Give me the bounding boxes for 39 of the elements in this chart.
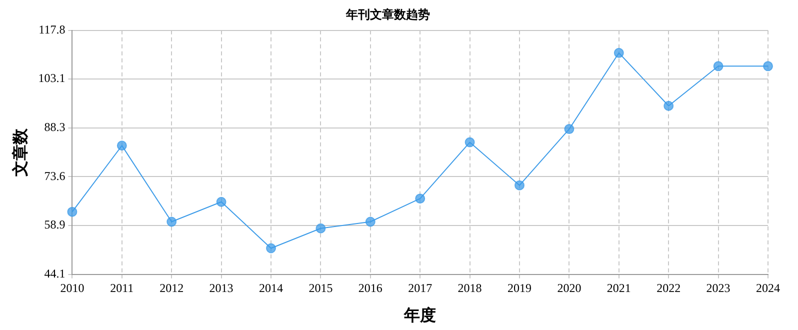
y-tick-label: 117.8 bbox=[38, 22, 66, 37]
point bbox=[564, 124, 574, 134]
y-tick-label: 73.6 bbox=[44, 168, 66, 183]
x-tick-label: 2012 bbox=[160, 280, 184, 295]
x-tick-label: 2014 bbox=[259, 280, 283, 295]
x-tick-label: 2019 bbox=[508, 280, 532, 295]
point bbox=[713, 61, 724, 72]
x-tick-label: 2022 bbox=[656, 280, 681, 295]
point bbox=[464, 137, 475, 148]
y-tick-label: 44.1 bbox=[44, 266, 66, 281]
point bbox=[216, 196, 226, 207]
point bbox=[316, 223, 326, 234]
x-tick-label: 2016 bbox=[358, 280, 382, 295]
x-tick-label: 2021 bbox=[606, 280, 631, 295]
x-tick-label: 2011 bbox=[110, 280, 134, 295]
point bbox=[365, 216, 376, 227]
y-tick-label: 88.3 bbox=[44, 120, 66, 134]
x-tick-label: 2023 bbox=[706, 280, 730, 295]
chart-title: 年刊文章数趋势 bbox=[345, 7, 430, 22]
y-tick-label: 103.1 bbox=[38, 71, 66, 86]
y-tick-label: 58.9 bbox=[44, 218, 66, 232]
point bbox=[514, 180, 524, 190]
point bbox=[166, 216, 177, 227]
x-tick-label: 2024 bbox=[756, 280, 780, 295]
x-tick-label: 2013 bbox=[209, 280, 234, 295]
x-axis-title: 年度 bbox=[403, 306, 436, 325]
x-tick-label: 2015 bbox=[308, 280, 333, 295]
y-axis-title: 文章数 bbox=[12, 127, 30, 178]
x-tick-label: 2010 bbox=[60, 280, 84, 295]
point bbox=[116, 140, 127, 151]
point bbox=[67, 206, 78, 217]
point bbox=[763, 61, 773, 72]
point bbox=[415, 194, 426, 204]
x-tick-label: 2017 bbox=[408, 280, 432, 295]
point bbox=[266, 243, 276, 254]
point bbox=[614, 48, 624, 58]
x-tick-label: 2020 bbox=[557, 280, 582, 295]
point bbox=[664, 100, 674, 111]
x-tick-label: 2018 bbox=[458, 280, 482, 295]
